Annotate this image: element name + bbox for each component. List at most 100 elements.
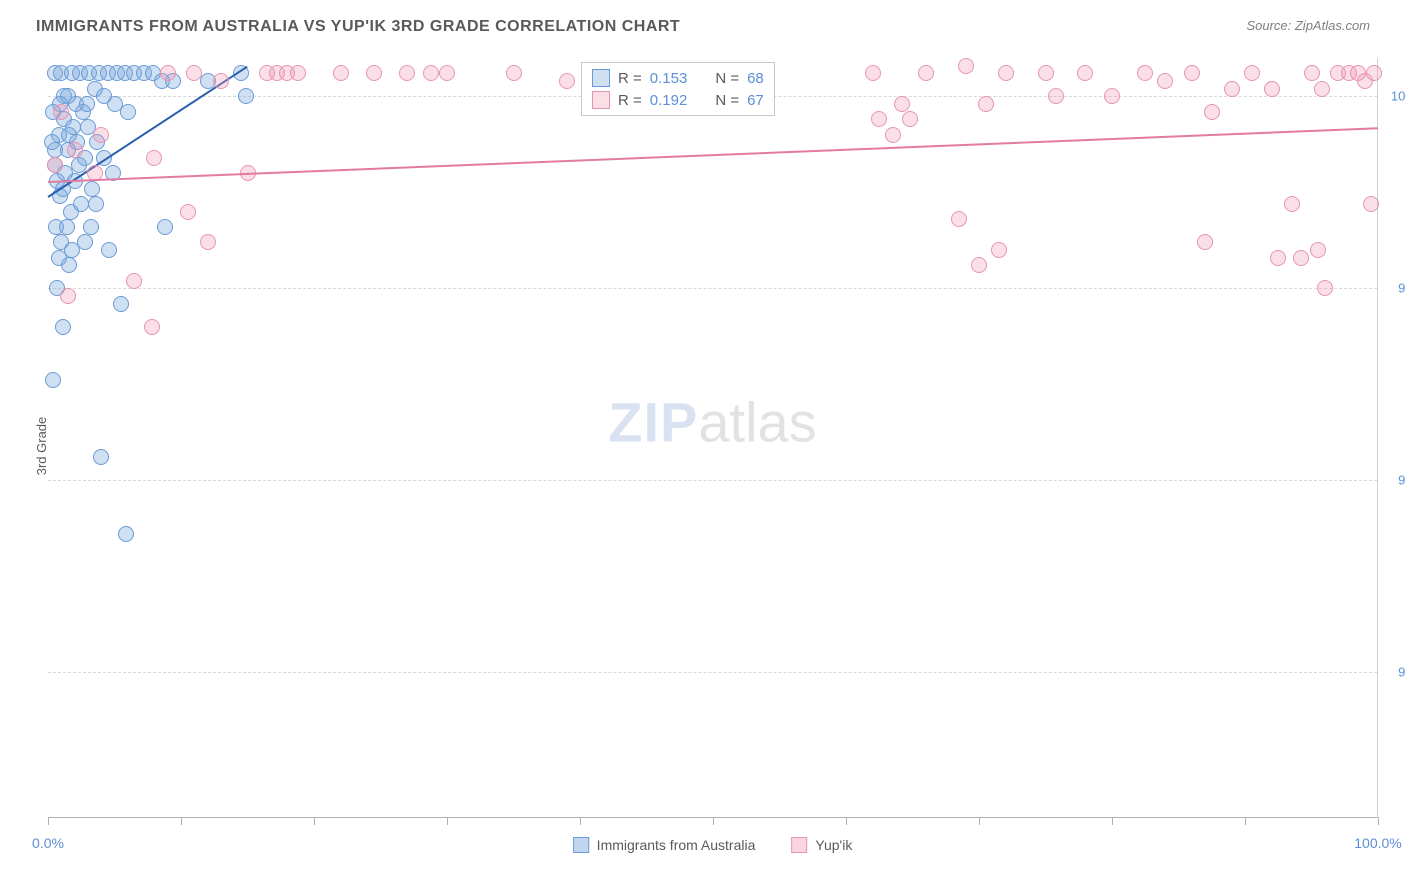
legend-swatch <box>791 837 807 853</box>
data-point <box>1048 88 1064 104</box>
data-point <box>506 65 522 81</box>
data-point <box>1284 196 1300 212</box>
source-attribution: Source: ZipAtlas.com <box>1246 18 1370 33</box>
legend-bottom: Immigrants from Australia Yup'ik <box>573 837 853 853</box>
data-point <box>1184 65 1200 81</box>
data-point <box>44 134 60 150</box>
data-point <box>67 142 83 158</box>
stat-n-label: N = <box>715 92 739 109</box>
data-point <box>399 65 415 81</box>
data-point <box>1038 65 1054 81</box>
x-tick <box>181 817 182 825</box>
data-point <box>118 526 134 542</box>
x-tick <box>846 817 847 825</box>
watermark: ZIPatlas <box>608 390 816 455</box>
gridline-horizontal <box>48 480 1377 481</box>
data-point <box>1317 280 1333 296</box>
data-point <box>146 150 162 166</box>
data-point <box>83 219 99 235</box>
data-point <box>971 257 987 273</box>
data-point <box>998 65 1014 81</box>
y-axis-label: 3rd Grade <box>34 417 49 476</box>
data-point <box>865 65 881 81</box>
data-point <box>61 127 77 143</box>
x-tick-label: 100.0% <box>1354 835 1401 851</box>
legend-swatch <box>573 837 589 853</box>
data-point <box>871 111 887 127</box>
data-point <box>1310 242 1326 258</box>
data-point <box>918 65 934 81</box>
stat-n-label: N = <box>715 70 739 87</box>
watermark-light: atlas <box>698 391 816 454</box>
data-point <box>180 204 196 220</box>
data-point <box>120 104 136 120</box>
data-point <box>200 234 216 250</box>
data-point <box>1363 196 1379 212</box>
data-point <box>93 127 109 143</box>
data-point <box>951 211 967 227</box>
data-point <box>59 219 75 235</box>
data-point <box>1077 65 1093 81</box>
stat-n-value: 68 <box>747 70 764 87</box>
data-point <box>1244 65 1260 81</box>
data-point <box>47 157 63 173</box>
data-point <box>333 65 349 81</box>
data-point <box>290 65 306 81</box>
y-tick-label: 92.5% <box>1398 665 1406 680</box>
data-point <box>88 196 104 212</box>
stat-r-label: R = <box>618 70 642 87</box>
x-tick <box>1112 817 1113 825</box>
stats-row: R =0.153N =68 <box>592 67 764 89</box>
data-point <box>93 449 109 465</box>
data-point <box>61 257 77 273</box>
y-tick-label: 97.5% <box>1398 281 1406 296</box>
data-point <box>1104 88 1120 104</box>
data-point <box>1264 81 1280 97</box>
data-point <box>186 65 202 81</box>
scatter-chart: ZIPatlas 92.5%95.0%97.5%100.0%0.0%100.0%… <box>48 58 1378 818</box>
chart-title: IMMIGRANTS FROM AUSTRALIA VS YUP'IK 3RD … <box>36 18 680 36</box>
stat-r-label: R = <box>618 92 642 109</box>
data-point <box>213 73 229 89</box>
gridline-horizontal <box>48 672 1377 673</box>
legend-label: Yup'ik <box>815 837 852 853</box>
data-point <box>55 319 71 335</box>
x-tick <box>1378 817 1379 825</box>
x-tick-label: 0.0% <box>32 835 64 851</box>
gridline-horizontal <box>48 288 1377 289</box>
data-point <box>439 65 455 81</box>
stats-row: R =0.192N =67 <box>592 89 764 111</box>
data-point <box>45 372 61 388</box>
data-point <box>1224 81 1240 97</box>
data-point <box>958 58 974 74</box>
legend-swatch <box>592 69 610 87</box>
data-point <box>902 111 918 127</box>
data-point <box>238 88 254 104</box>
legend-swatch <box>592 91 610 109</box>
data-point <box>96 88 112 104</box>
legend-item: Yup'ik <box>791 837 852 853</box>
x-tick <box>713 817 714 825</box>
x-tick <box>580 817 581 825</box>
data-point <box>144 319 160 335</box>
data-point <box>1270 250 1286 266</box>
data-point <box>991 242 1007 258</box>
data-point <box>64 242 80 258</box>
legend-item: Immigrants from Australia <box>573 837 756 853</box>
stats-legend-box: R =0.153N =68R =0.192N =67 <box>581 62 775 116</box>
stat-n-value: 67 <box>747 92 764 109</box>
data-point <box>101 242 117 258</box>
trend-line <box>48 127 1378 183</box>
data-point <box>160 65 176 81</box>
data-point <box>1293 250 1309 266</box>
data-point <box>894 96 910 112</box>
data-point <box>1314 81 1330 97</box>
data-point <box>1157 73 1173 89</box>
x-tick <box>979 817 980 825</box>
data-point <box>978 96 994 112</box>
data-point <box>60 288 76 304</box>
data-point <box>79 96 95 112</box>
data-point <box>423 65 439 81</box>
x-tick <box>1245 817 1246 825</box>
data-point <box>885 127 901 143</box>
